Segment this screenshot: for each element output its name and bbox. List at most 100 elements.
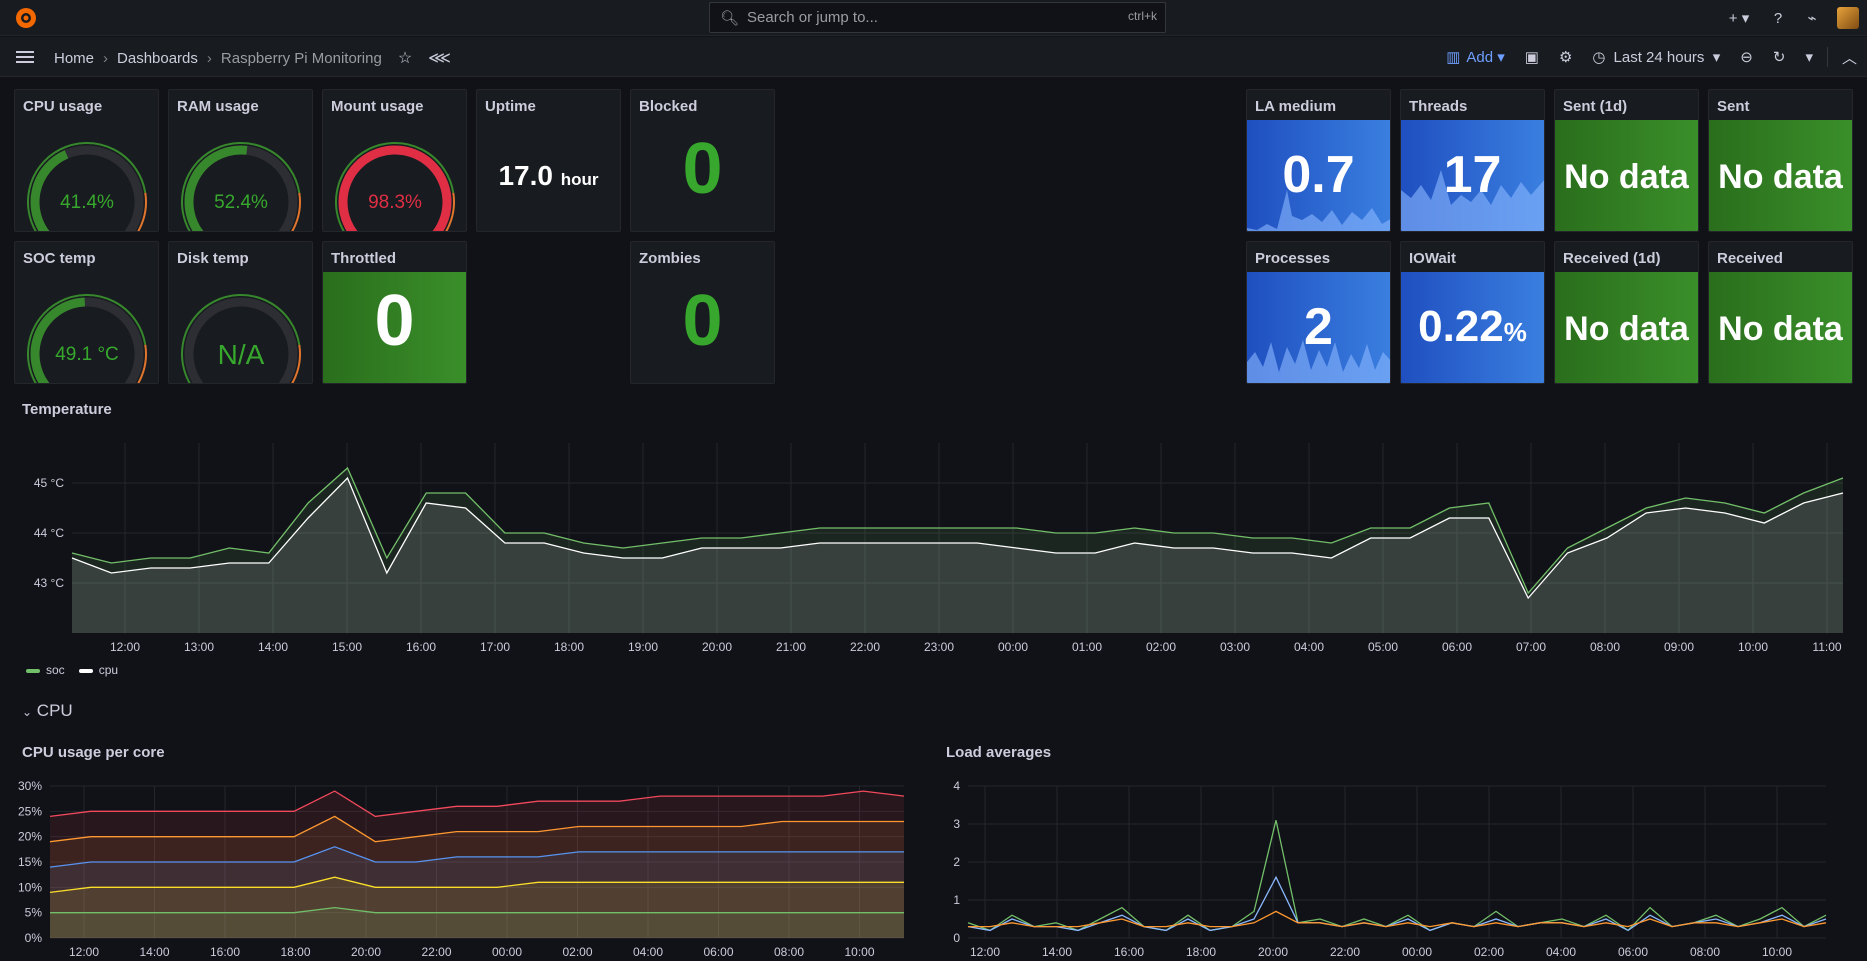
gauge-threshold-green bbox=[27, 294, 147, 383]
legend-item-cpu[interactable]: cpu bbox=[78, 663, 118, 677]
x-tick-label: 04:00 bbox=[633, 945, 663, 959]
cpu-usage-gauge-panel[interactable]: CPU usage 41.4% bbox=[14, 89, 159, 232]
x-tick-label: 00:00 bbox=[492, 945, 522, 959]
gauge-threshold-green bbox=[335, 142, 455, 231]
panel-title: RAM usage bbox=[177, 98, 259, 115]
x-tick-label: 00:00 bbox=[998, 640, 1028, 654]
blocked-panel[interactable]: Blocked 0 bbox=[630, 89, 775, 232]
y-tick-label: 10% bbox=[18, 880, 42, 894]
x-tick-label: 13:00 bbox=[184, 640, 214, 654]
x-tick-label: 21:00 bbox=[776, 640, 806, 654]
keyboard-shortcut: ctrl+k bbox=[1127, 9, 1157, 23]
menu-icon[interactable] bbox=[14, 46, 36, 68]
x-tick-label: 12:00 bbox=[69, 945, 99, 959]
breadcrumb-dashboards[interactable]: Dashboards bbox=[117, 49, 198, 67]
soc-temp-gauge-panel[interactable]: SOC temp 49.1 °C bbox=[14, 241, 159, 384]
y-tick-label: 0 bbox=[953, 931, 960, 945]
refresh-interval-chevron-icon[interactable]: ▾ bbox=[1805, 49, 1813, 66]
x-tick-label: 14:00 bbox=[139, 945, 169, 959]
series-area bbox=[72, 468, 1843, 633]
grafana-logo-icon[interactable] bbox=[14, 6, 38, 30]
panel-title: Blocked bbox=[639, 98, 698, 115]
gauge-threshold-orange bbox=[291, 344, 301, 383]
panel-title: Threads bbox=[1409, 98, 1468, 115]
x-tick-label: 15:00 bbox=[332, 640, 362, 654]
gauge-fill bbox=[184, 145, 248, 231]
x-tick-label: 19:00 bbox=[628, 640, 658, 654]
x-tick-label: 22:00 bbox=[1330, 945, 1360, 959]
sent-1d-value: No data bbox=[1564, 158, 1689, 196]
x-tick-label: 09:00 bbox=[1664, 640, 1694, 654]
panel-title: LA medium bbox=[1255, 98, 1337, 115]
sent-panel[interactable]: Sent No data bbox=[1708, 89, 1853, 232]
x-tick-label: 10:00 bbox=[1762, 945, 1792, 959]
legend-item-soc[interactable]: soc bbox=[26, 663, 65, 677]
x-tick-label: 02:00 bbox=[1474, 945, 1504, 959]
mount-usage-gauge-panel[interactable]: Mount usage 98.3% bbox=[322, 89, 467, 232]
cpu-usage-per-core-panel[interactable]: CPU usage per core 12:00 14:00 16:00 18:00 2… bbox=[14, 736, 914, 961]
processes-panel[interactable]: Processes 2 bbox=[1246, 241, 1391, 384]
search-input[interactable]: 🔍︎ Search or jump to... ctrl+k bbox=[709, 2, 1166, 33]
series-area bbox=[50, 816, 904, 938]
series-line bbox=[967, 820, 1827, 932]
panel-title: Load averages bbox=[946, 744, 1052, 761]
y-tick-label: 43 °C bbox=[34, 576, 64, 590]
la-medium-panel[interactable]: LA medium 0.7 bbox=[1246, 89, 1391, 232]
x-tick-label: 18:00 bbox=[554, 640, 584, 654]
cpu-per-core-chart: 12:00 14:00 16:00 18:00 20:00 22:00 00:00 02:00… bbox=[18, 779, 905, 959]
help-icon[interactable]: ? bbox=[1773, 9, 1783, 27]
gauge-svg: 98.3% bbox=[335, 142, 455, 231]
throttled-panel[interactable]: Throttled 0 bbox=[322, 241, 467, 384]
series-area bbox=[50, 877, 904, 938]
star-icon[interactable]: ☆ bbox=[397, 50, 413, 67]
processes-sparkline bbox=[1247, 340, 1390, 383]
refresh-icon[interactable]: ↻ bbox=[1772, 49, 1786, 66]
settings-gear-icon[interactable]: ⚙ bbox=[1558, 49, 1573, 66]
received-panel[interactable]: Received No data bbox=[1708, 241, 1853, 384]
sent-1d-panel[interactable]: Sent (1d) No data bbox=[1554, 89, 1699, 232]
received-1d-panel[interactable]: Received (1d) No data bbox=[1554, 241, 1699, 384]
disk-temp-gauge-panel[interactable]: Disk temp N/A bbox=[168, 241, 313, 384]
x-tick-label: 22:00 bbox=[421, 945, 451, 959]
gauge-fill bbox=[30, 150, 69, 231]
series-line bbox=[49, 846, 904, 868]
series-area bbox=[50, 907, 904, 938]
zoom-out-icon[interactable]: ⊖ bbox=[1740, 49, 1753, 66]
time-picker[interactable]: ◷ Last 24 hours ▾ bbox=[1592, 48, 1721, 67]
series-line bbox=[71, 466, 1844, 595]
gauge-value: 41.4% bbox=[60, 192, 114, 213]
x-tick-label: 08:00 bbox=[1590, 640, 1620, 654]
panel-title: Mount usage bbox=[331, 98, 424, 115]
collapse-chevron-up-icon[interactable]: ︿ bbox=[1841, 49, 1857, 67]
uptime-panel[interactable]: Uptime 17.0 hour bbox=[476, 89, 621, 232]
series-line bbox=[71, 476, 1844, 600]
gauge-threshold-orange bbox=[445, 192, 455, 231]
panel-title: CPU usage per core bbox=[22, 744, 165, 761]
iowait-panel[interactable]: IOWait 0.22% bbox=[1400, 241, 1545, 384]
zombies-panel[interactable]: Zombies 0 bbox=[630, 241, 775, 384]
panel-title: Throttled bbox=[331, 250, 396, 267]
save-icon[interactable]: ▣ bbox=[1524, 49, 1539, 66]
gauge-threshold-orange bbox=[137, 344, 147, 383]
threads-panel[interactable]: Threads 17 bbox=[1400, 89, 1545, 232]
temperature-panel[interactable]: Temperature 12:00 13:00 14:00 15:00 16:00 17:… bbox=[14, 393, 1853, 683]
breadcrumb: Home › Dashboards › Raspberry Pi Monitor… bbox=[54, 49, 451, 68]
panel-title: Disk temp bbox=[177, 250, 249, 267]
y-tick-label: 1 bbox=[953, 893, 960, 907]
breadcrumb-home[interactable]: Home bbox=[54, 49, 95, 67]
ram-usage-gauge-panel[interactable]: RAM usage 52.4% bbox=[168, 89, 313, 232]
load-averages-panel[interactable]: Load averages 12:00 14:00 16:00 18:00 20:00 2… bbox=[938, 736, 1853, 961]
zombies-value: 0 bbox=[682, 281, 723, 361]
avatar[interactable] bbox=[1837, 7, 1859, 29]
panel-title: Sent bbox=[1717, 98, 1750, 115]
news-rss-icon[interactable]: ⌁ bbox=[1807, 10, 1817, 27]
panel-title: Zombies bbox=[639, 250, 701, 267]
row-header-cpu[interactable]: ⌄ CPU bbox=[22, 701, 73, 720]
share-icon[interactable]: ⋘ bbox=[428, 50, 451, 67]
x-tick-label: 10:00 bbox=[1738, 640, 1768, 654]
la-medium-sparkline bbox=[1247, 190, 1390, 231]
add-button[interactable]: ▥ Add ▾ bbox=[1446, 48, 1505, 67]
x-tick-label: 20:00 bbox=[702, 640, 732, 654]
new-plus-icon[interactable]: + ▾ bbox=[1728, 10, 1750, 27]
top-bar: 🔍︎ Search or jump to... ctrl+k + ▾ ? ⌁ bbox=[0, 0, 1867, 36]
